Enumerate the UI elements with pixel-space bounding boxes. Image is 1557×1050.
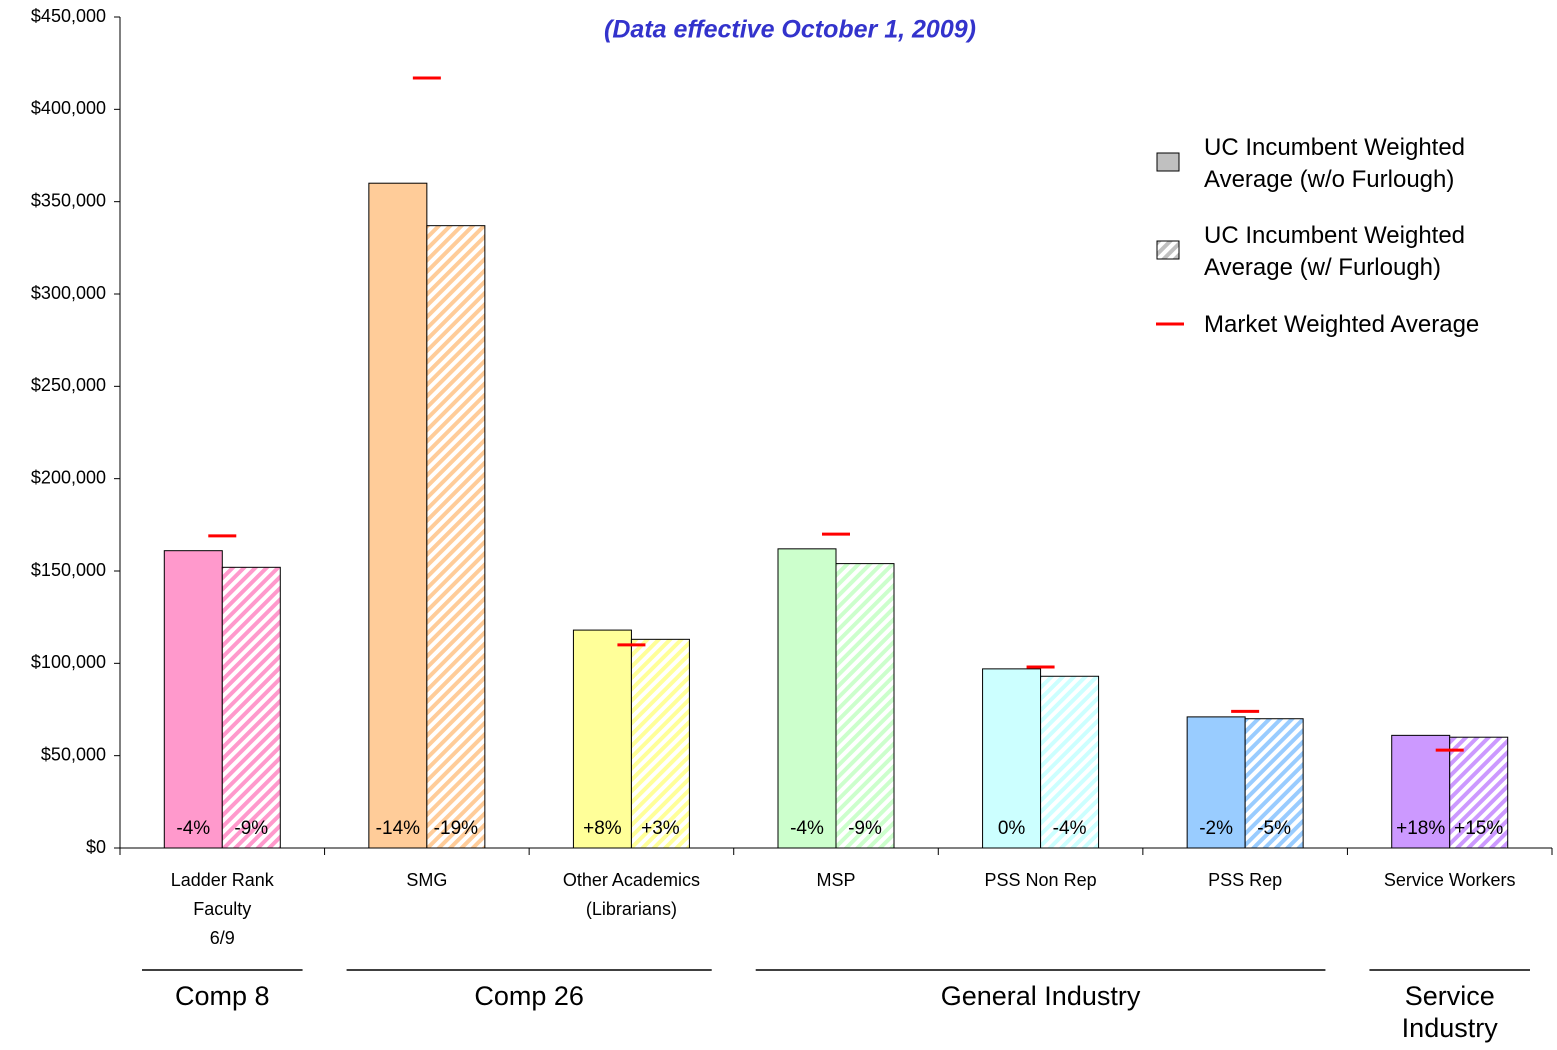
y-tick-label: $400,000 xyxy=(31,98,106,118)
difference-label: -2% xyxy=(1199,818,1233,839)
group-label: Comp 8 xyxy=(175,981,270,1011)
group-label: Comp 26 xyxy=(474,981,584,1011)
difference-label: +18% xyxy=(1396,818,1445,839)
bar-fill xyxy=(777,548,837,849)
bar xyxy=(1040,675,1100,849)
bar-hatch xyxy=(630,638,690,849)
legend-label: Market Weighted Average xyxy=(1204,311,1480,338)
difference-label: +8% xyxy=(583,818,622,839)
bar xyxy=(163,550,223,849)
difference-label: -14% xyxy=(376,818,420,839)
y-tick-label: $450,000 xyxy=(31,6,106,26)
bar-hatch xyxy=(221,566,281,849)
bar-hatch xyxy=(835,563,895,849)
x-tick-label: 6/9 xyxy=(210,928,235,948)
bar xyxy=(1244,718,1304,849)
difference-label: -4% xyxy=(1053,818,1087,839)
bar xyxy=(1391,734,1451,849)
bar-fill xyxy=(1391,734,1451,849)
y-tick-label: $100,000 xyxy=(31,652,106,672)
difference-label: +15% xyxy=(1454,818,1503,839)
y-tick-label: $350,000 xyxy=(31,190,106,210)
y-tick-label: $0 xyxy=(86,837,106,857)
bar xyxy=(368,182,428,849)
difference-label: -5% xyxy=(1257,818,1291,839)
bar xyxy=(835,563,895,849)
bar-fill xyxy=(572,629,632,849)
x-tick-label: Service Workers xyxy=(1384,870,1516,890)
y-tick-label: $150,000 xyxy=(31,560,106,580)
difference-label: -4% xyxy=(176,818,210,839)
difference-label: -9% xyxy=(848,818,882,839)
bar-fill xyxy=(1186,716,1246,849)
bar xyxy=(777,548,837,849)
x-tick-label: SMG xyxy=(406,870,447,890)
chart-title: (Data effective October 1, 2009) xyxy=(604,16,976,44)
legend-label: UC Incumbent Weighted Average (w/ Furlou… xyxy=(1204,222,1466,281)
legend-swatch-hatch xyxy=(1156,240,1180,260)
bar xyxy=(1186,716,1246,849)
x-tick-label: PSS Non Rep xyxy=(985,870,1097,890)
bar xyxy=(982,668,1042,849)
x-tick-label: Other Academics xyxy=(563,870,700,890)
bar-hatch xyxy=(1244,718,1304,849)
difference-label: 0% xyxy=(998,818,1026,839)
bar-fill xyxy=(163,550,223,849)
difference-label: -9% xyxy=(234,818,268,839)
x-tick-label: PSS Rep xyxy=(1208,870,1282,890)
bar-fill xyxy=(368,182,428,849)
bar-hatch xyxy=(426,225,486,849)
difference-label: +3% xyxy=(641,818,680,839)
bar-hatch xyxy=(1449,736,1509,849)
bar-hatch xyxy=(1040,675,1100,849)
bar xyxy=(572,629,632,849)
y-tick-label: $250,000 xyxy=(31,375,106,395)
x-tick-label: Faculty xyxy=(193,899,251,919)
y-tick-label: $200,000 xyxy=(31,467,106,487)
group-label: General Industry xyxy=(940,981,1141,1011)
legend-swatch xyxy=(1156,152,1180,172)
bar xyxy=(1449,736,1509,849)
bar xyxy=(630,638,690,849)
x-tick-label: Ladder Rank xyxy=(171,870,275,890)
y-tick-label: $50,000 xyxy=(41,744,106,764)
bar xyxy=(426,225,486,849)
bar-fill xyxy=(982,668,1042,849)
difference-label: -19% xyxy=(434,818,478,839)
x-tick-label: MSP xyxy=(816,870,855,890)
legend-label: UC Incumbent Weighted Average (w/o Furlo… xyxy=(1204,134,1466,193)
bar xyxy=(221,566,281,849)
x-tick-label: (Librarians) xyxy=(586,899,677,919)
y-tick-label: $300,000 xyxy=(31,283,106,303)
group-label: Service Industry xyxy=(1401,981,1498,1044)
difference-label: -4% xyxy=(790,818,824,839)
